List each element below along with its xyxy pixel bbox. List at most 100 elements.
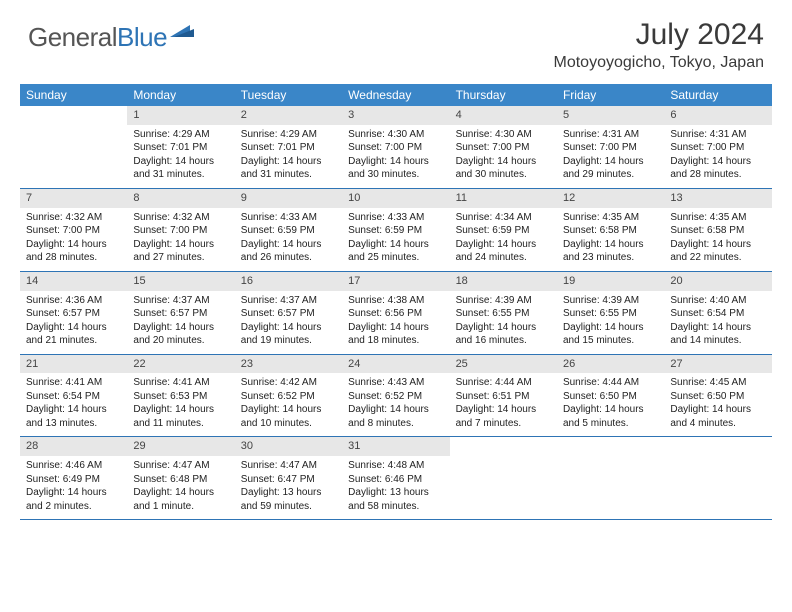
day-number: 31 [342, 437, 449, 456]
day-cell: 25Sunrise: 4:44 AMSunset: 6:51 PMDayligh… [450, 355, 557, 437]
day-sunset: Sunset: 6:58 PM [670, 224, 765, 238]
day-content: Sunrise: 4:32 AMSunset: 7:00 PMDaylight:… [20, 208, 127, 271]
weekday-header: Sunday [20, 84, 127, 106]
day-cell: 3Sunrise: 4:30 AMSunset: 7:00 PMDaylight… [342, 106, 449, 188]
week-row: 28Sunrise: 4:46 AMSunset: 6:49 PMDayligh… [20, 437, 772, 520]
day-daylight: Daylight: 14 hours and 13 minutes. [26, 403, 121, 430]
day-daylight: Daylight: 14 hours and 14 minutes. [670, 321, 765, 348]
day-sunrise: Sunrise: 4:45 AM [670, 376, 765, 390]
day-sunrise: Sunrise: 4:31 AM [563, 128, 658, 142]
day-sunrise: Sunrise: 4:42 AM [241, 376, 336, 390]
calendar: SundayMondayTuesdayWednesdayThursdayFrid… [20, 84, 772, 520]
day-daylight: Daylight: 14 hours and 23 minutes. [563, 238, 658, 265]
day-daylight: Daylight: 14 hours and 19 minutes. [241, 321, 336, 348]
day-number: 1 [127, 106, 234, 125]
day-number: 2 [235, 106, 342, 125]
day-cell: 15Sunrise: 4:37 AMSunset: 6:57 PMDayligh… [127, 272, 234, 354]
day-number: 17 [342, 272, 449, 291]
day-daylight: Daylight: 14 hours and 10 minutes. [241, 403, 336, 430]
day-sunset: Sunset: 6:57 PM [241, 307, 336, 321]
day-cell: 16Sunrise: 4:37 AMSunset: 6:57 PMDayligh… [235, 272, 342, 354]
day-cell: 11Sunrise: 4:34 AMSunset: 6:59 PMDayligh… [450, 189, 557, 271]
day-daylight: Daylight: 14 hours and 27 minutes. [133, 238, 228, 265]
day-number: 26 [557, 355, 664, 374]
day-sunset: Sunset: 6:56 PM [348, 307, 443, 321]
day-daylight: Daylight: 14 hours and 4 minutes. [670, 403, 765, 430]
day-daylight: Daylight: 14 hours and 21 minutes. [26, 321, 121, 348]
day-sunset: Sunset: 6:57 PM [26, 307, 121, 321]
day-daylight: Daylight: 14 hours and 29 minutes. [563, 155, 658, 182]
day-sunset: Sunset: 7:00 PM [456, 141, 551, 155]
day-content [557, 441, 664, 497]
day-sunset: Sunset: 6:46 PM [348, 473, 443, 487]
day-sunrise: Sunrise: 4:37 AM [241, 294, 336, 308]
day-number: 23 [235, 355, 342, 374]
day-content [450, 441, 557, 497]
day-cell: 2Sunrise: 4:29 AMSunset: 7:01 PMDaylight… [235, 106, 342, 188]
day-sunset: Sunset: 6:52 PM [348, 390, 443, 404]
day-sunrise: Sunrise: 4:30 AM [348, 128, 443, 142]
day-sunset: Sunset: 7:00 PM [26, 224, 121, 238]
month-title: July 2024 [554, 18, 765, 52]
day-content: Sunrise: 4:32 AMSunset: 7:00 PMDaylight:… [127, 208, 234, 271]
location: Motoyoyogicho, Tokyo, Japan [554, 54, 765, 72]
day-number: 18 [450, 272, 557, 291]
day-sunrise: Sunrise: 4:32 AM [133, 211, 228, 225]
day-sunrise: Sunrise: 4:38 AM [348, 294, 443, 308]
day-cell [664, 437, 771, 519]
day-sunrise: Sunrise: 4:37 AM [133, 294, 228, 308]
day-content: Sunrise: 4:41 AMSunset: 6:54 PMDaylight:… [20, 373, 127, 436]
logo-mark-icon [170, 23, 196, 46]
day-sunrise: Sunrise: 4:39 AM [563, 294, 658, 308]
day-number: 25 [450, 355, 557, 374]
day-sunset: Sunset: 6:52 PM [241, 390, 336, 404]
day-number: 20 [664, 272, 771, 291]
day-daylight: Daylight: 14 hours and 24 minutes. [456, 238, 551, 265]
day-sunrise: Sunrise: 4:33 AM [241, 211, 336, 225]
day-content: Sunrise: 4:35 AMSunset: 6:58 PMDaylight:… [664, 208, 771, 271]
day-sunrise: Sunrise: 4:44 AM [563, 376, 658, 390]
day-cell: 7Sunrise: 4:32 AMSunset: 7:00 PMDaylight… [20, 189, 127, 271]
day-number: 4 [450, 106, 557, 125]
day-daylight: Daylight: 14 hours and 2 minutes. [26, 486, 121, 513]
day-sunrise: Sunrise: 4:35 AM [670, 211, 765, 225]
day-sunrise: Sunrise: 4:29 AM [133, 128, 228, 142]
day-cell: 8Sunrise: 4:32 AMSunset: 7:00 PMDaylight… [127, 189, 234, 271]
day-content: Sunrise: 4:35 AMSunset: 6:58 PMDaylight:… [557, 208, 664, 271]
day-cell: 4Sunrise: 4:30 AMSunset: 7:00 PMDaylight… [450, 106, 557, 188]
day-daylight: Daylight: 14 hours and 22 minutes. [670, 238, 765, 265]
day-number: 22 [127, 355, 234, 374]
day-sunset: Sunset: 7:00 PM [670, 141, 765, 155]
day-cell [557, 437, 664, 519]
day-sunset: Sunset: 6:49 PM [26, 473, 121, 487]
day-number: 7 [20, 189, 127, 208]
day-content: Sunrise: 4:40 AMSunset: 6:54 PMDaylight:… [664, 291, 771, 354]
day-daylight: Daylight: 14 hours and 25 minutes. [348, 238, 443, 265]
logo-part1: General [28, 22, 117, 52]
day-sunset: Sunset: 6:51 PM [456, 390, 551, 404]
day-daylight: Daylight: 13 hours and 58 minutes. [348, 486, 443, 513]
day-sunset: Sunset: 6:59 PM [456, 224, 551, 238]
day-daylight: Daylight: 13 hours and 59 minutes. [241, 486, 336, 513]
day-content: Sunrise: 4:45 AMSunset: 6:50 PMDaylight:… [664, 373, 771, 436]
day-sunset: Sunset: 6:53 PM [133, 390, 228, 404]
day-content: Sunrise: 4:41 AMSunset: 6:53 PMDaylight:… [127, 373, 234, 436]
day-content: Sunrise: 4:30 AMSunset: 7:00 PMDaylight:… [450, 125, 557, 188]
day-daylight: Daylight: 14 hours and 7 minutes. [456, 403, 551, 430]
day-cell: 21Sunrise: 4:41 AMSunset: 6:54 PMDayligh… [20, 355, 127, 437]
day-sunset: Sunset: 6:50 PM [563, 390, 658, 404]
day-sunset: Sunset: 6:54 PM [670, 307, 765, 321]
day-content: Sunrise: 4:44 AMSunset: 6:50 PMDaylight:… [557, 373, 664, 436]
day-content: Sunrise: 4:39 AMSunset: 6:55 PMDaylight:… [557, 291, 664, 354]
logo-part2: Blue [117, 22, 167, 52]
day-sunrise: Sunrise: 4:41 AM [26, 376, 121, 390]
day-number: 9 [235, 189, 342, 208]
day-cell: 20Sunrise: 4:40 AMSunset: 6:54 PMDayligh… [664, 272, 771, 354]
day-number: 14 [20, 272, 127, 291]
day-number: 28 [20, 437, 127, 456]
day-daylight: Daylight: 14 hours and 26 minutes. [241, 238, 336, 265]
week-row: 14Sunrise: 4:36 AMSunset: 6:57 PMDayligh… [20, 272, 772, 355]
day-daylight: Daylight: 14 hours and 20 minutes. [133, 321, 228, 348]
day-sunrise: Sunrise: 4:33 AM [348, 211, 443, 225]
day-sunset: Sunset: 6:55 PM [563, 307, 658, 321]
